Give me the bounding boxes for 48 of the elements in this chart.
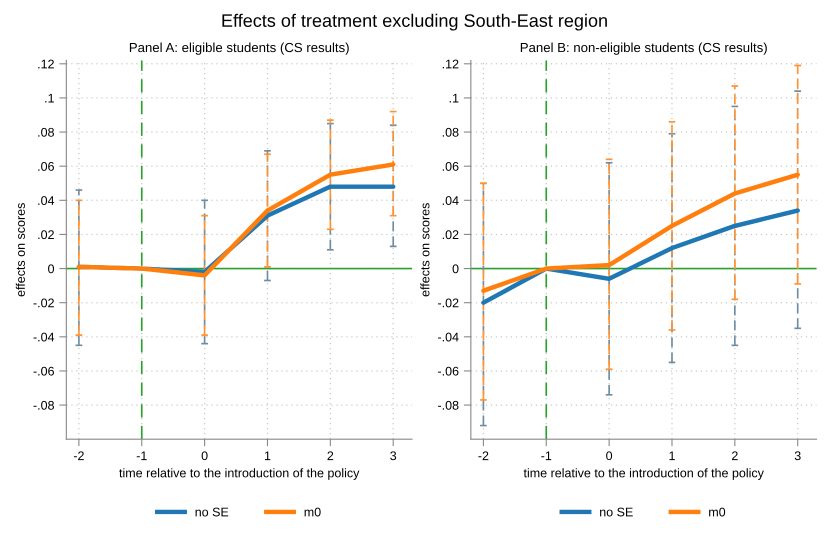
y-tick-label: -.08 bbox=[438, 400, 458, 410]
chart-subtitle: Panel A: eligible students (CS results) bbox=[130, 42, 349, 55]
y-tick-label: -.04 bbox=[438, 332, 459, 342]
x-tick-label: 1 bbox=[264, 451, 270, 460]
y-tick-label: .1 bbox=[45, 94, 54, 102]
y-axis-title: effects on scores bbox=[16, 203, 25, 296]
x-tick-label: 2 bbox=[327, 451, 334, 460]
y-tick-label: -.04 bbox=[34, 332, 54, 342]
x-tick-label: 0 bbox=[202, 451, 208, 460]
x-axis-title: time relative to the introduction of the policy bbox=[524, 468, 764, 480]
y-tick-label: .1 bbox=[450, 94, 458, 102]
y-tick-label: .06 bbox=[442, 162, 458, 171]
x-tick-label: 3 bbox=[794, 451, 801, 460]
y-tick-label: .02 bbox=[38, 230, 54, 240]
chart-title: Effects of treatment excluding South-East region bbox=[222, 14, 607, 31]
line-series bbox=[76, 162, 396, 278]
y-tick-label: 0 bbox=[452, 264, 459, 274]
y-tick-label: .06 bbox=[38, 162, 54, 171]
x-tick-label: -2 bbox=[478, 451, 488, 460]
y-tick-label: .08 bbox=[442, 128, 458, 137]
y-axis-title: effects on scores bbox=[420, 203, 430, 296]
legend-label: m0 bbox=[709, 508, 726, 516]
x-tick-label: 0 bbox=[606, 451, 612, 460]
y-tick-label: .08 bbox=[38, 128, 54, 137]
x-tick-label: -1 bbox=[541, 451, 552, 460]
y-tick-label: -.06 bbox=[34, 366, 54, 376]
chart-subtitle: Panel B: non-eligible students (CS results) bbox=[520, 42, 767, 55]
y-tick-label: .04 bbox=[38, 196, 54, 205]
y-tick-label: 0 bbox=[48, 264, 54, 274]
y-tick-label: .12 bbox=[38, 60, 54, 68]
legend-label: no SE bbox=[196, 508, 228, 516]
x-tick-label: 1 bbox=[669, 451, 675, 460]
y-tick-label: -.06 bbox=[438, 366, 458, 376]
line-series bbox=[481, 172, 800, 293]
legend-label: m0 bbox=[304, 508, 321, 516]
y-tick-label: .04 bbox=[442, 196, 459, 205]
legend-label: no SE bbox=[600, 508, 633, 516]
y-tick-label: -.02 bbox=[438, 298, 458, 308]
x-tick-label: 2 bbox=[732, 451, 738, 460]
line-series bbox=[481, 208, 800, 305]
y-tick-label: -.08 bbox=[34, 400, 54, 410]
x-tick-label: -1 bbox=[136, 451, 147, 460]
x-axis-title: time relative to the introduction of the policy bbox=[119, 468, 360, 480]
x-tick-label: -2 bbox=[74, 451, 84, 460]
y-tick-label: .12 bbox=[442, 60, 458, 68]
y-tick-label: -.02 bbox=[34, 298, 54, 308]
x-tick-label: 3 bbox=[390, 451, 396, 460]
y-tick-label: .02 bbox=[442, 230, 458, 240]
